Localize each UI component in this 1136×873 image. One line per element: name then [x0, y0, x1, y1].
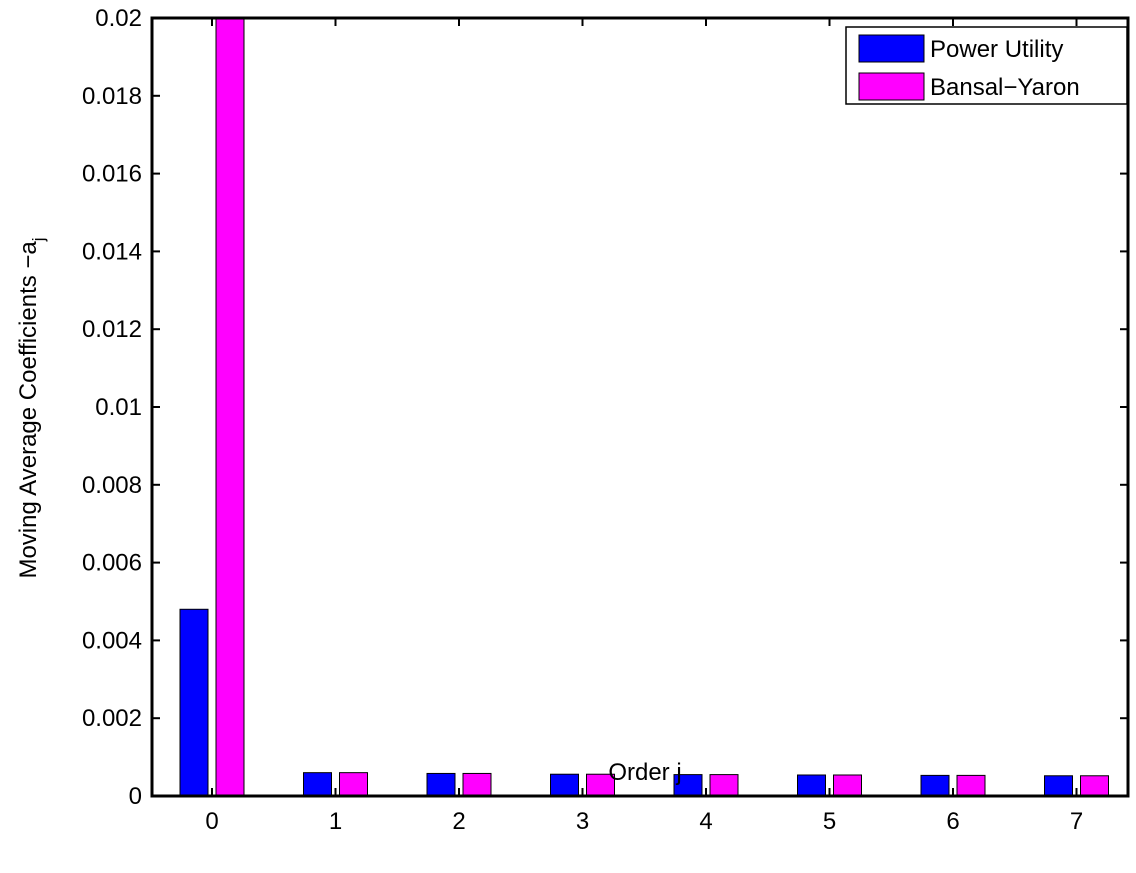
- x-tick-label-6: 6: [946, 808, 959, 835]
- bars-layer: [179, 17, 1109, 797]
- y-tick-label-0.006: 0.006: [82, 550, 142, 577]
- bar-power-utility-3: [550, 773, 579, 797]
- labels-layer: 0 1 2 3 4 5 6 7 0 0.002 0.004 0.006 0.008 0.01 0.012 0.…: [82, 5, 1083, 835]
- x-tick-label-1: 1: [329, 808, 342, 835]
- x-axis-label: Order j: [608, 759, 681, 786]
- bar-bansal-yaron-6: [956, 774, 986, 797]
- y-tick-label-0.012: 0.012: [82, 316, 142, 343]
- axes-layer: [150, 16, 1130, 798]
- y-tick-label-0.016: 0.016: [82, 161, 142, 188]
- bar-bansal-yaron-5: [833, 774, 862, 797]
- bar-bansal-yaron-7: [1080, 775, 1109, 797]
- plot-frame: [150, 16, 1130, 798]
- y-tick-label-0: 0: [129, 783, 142, 810]
- legend-label-bansal-yaron: Bansal−Yaron: [930, 74, 1080, 101]
- x-tick-label-4: 4: [699, 808, 712, 835]
- y-axis-label: Moving Average Coefficients −aj: [15, 237, 48, 578]
- legend-swatch-bansal-yaron: [858, 72, 925, 101]
- bar-power-utility-7: [1044, 775, 1073, 797]
- y-tick-label-0.02: 0.02: [95, 5, 142, 32]
- bar-bansal-yaron-1: [339, 772, 368, 797]
- bar-bansal-yaron-0: [215, 17, 245, 797]
- legend-swatch-power-utility: [858, 34, 925, 63]
- y-tick-label-0.004: 0.004: [82, 627, 142, 654]
- x-tick-label-2: 2: [452, 808, 465, 835]
- y-tick-label-0.002: 0.002: [82, 705, 142, 732]
- y-tick-label-0.018: 0.018: [82, 83, 142, 110]
- bar-bansal-yaron-4: [709, 774, 739, 797]
- bar-power-utility-1: [303, 772, 332, 797]
- legend: Power Utility Bansal−Yaron: [845, 26, 1128, 105]
- ticks-layer: [152, 17, 1128, 797]
- x-tick-label-3: 3: [576, 808, 589, 835]
- y-axis-label-main: Moving Average Coefficients −a: [15, 241, 42, 579]
- x-tick-label-7: 7: [1070, 808, 1083, 835]
- legend-label-power-utility: Power Utility: [930, 36, 1063, 63]
- y-tick-label-0.014: 0.014: [82, 238, 142, 265]
- bar-power-utility-5: [797, 774, 826, 797]
- bar-power-utility-6: [920, 774, 950, 797]
- x-tick-label-0: 0: [205, 808, 218, 835]
- y-axis-label-subscript: j: [29, 237, 48, 242]
- x-tick-label-5: 5: [823, 808, 836, 835]
- y-tick-label-0.01: 0.01: [95, 394, 142, 421]
- y-tick-label-0.008: 0.008: [82, 472, 142, 499]
- bar-power-utility-0: [179, 608, 209, 797]
- bar-bansal-yaron-2: [462, 772, 492, 797]
- bar-power-utility-2: [426, 772, 456, 797]
